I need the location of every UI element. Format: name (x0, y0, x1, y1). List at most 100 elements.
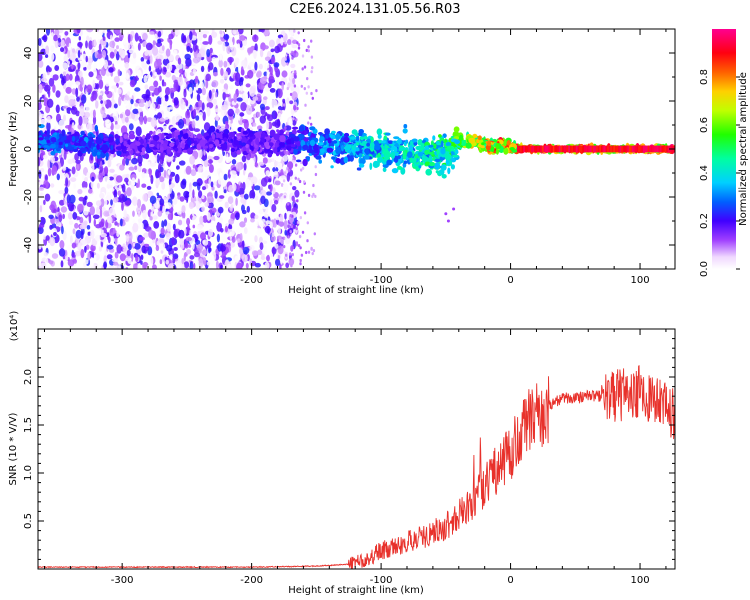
heat-cell (161, 181, 166, 190)
heat-cell (150, 162, 156, 167)
heat-cell (151, 96, 157, 101)
heat-cell (220, 264, 223, 269)
heat-cell (87, 165, 93, 172)
heat-cell (155, 245, 160, 252)
heat-cell (226, 252, 232, 257)
heat-cell (43, 252, 49, 257)
heat-cell (208, 178, 211, 186)
heat-cell (45, 45, 50, 55)
heat-cell (110, 199, 113, 206)
heat-cell (249, 244, 255, 251)
heat-cell (234, 255, 240, 263)
heat-cell (140, 254, 144, 261)
heat-cell (140, 260, 143, 265)
heat-cell (211, 57, 216, 62)
heat-cell (161, 45, 165, 51)
heat-cell (453, 126, 460, 133)
heat-cell (301, 54, 305, 58)
heat-cell (294, 70, 297, 74)
heat-cell (150, 256, 154, 266)
heat-cell (192, 224, 196, 229)
heat-cell (114, 29, 121, 34)
heat-cell (171, 74, 176, 81)
heat-cell (331, 156, 336, 160)
heat-cell (355, 142, 360, 146)
heat-cell (61, 77, 65, 86)
heat-cell (250, 176, 258, 185)
heat-cell (291, 56, 294, 60)
heat-cell (229, 241, 235, 248)
heat-cell (159, 205, 163, 211)
heat-cell (44, 258, 49, 266)
heat-cell (101, 49, 107, 59)
heat-cell (173, 228, 178, 239)
heat-cell (279, 263, 282, 269)
heat-cell (121, 183, 126, 193)
heat-cell (171, 131, 175, 139)
heat-cell (186, 248, 192, 255)
heat-cell (202, 186, 206, 191)
heat-cell (244, 227, 248, 235)
heat-cell (296, 41, 299, 45)
heat-cell (67, 50, 71, 58)
heat-cell (425, 168, 433, 176)
heat-cell (297, 43, 301, 47)
heat-cell (144, 153, 150, 160)
heat-cell (249, 198, 255, 203)
heat-cell (266, 69, 270, 79)
heat-cell (188, 244, 192, 248)
heat-cell (220, 126, 226, 131)
heat-cell (293, 29, 296, 33)
heat-cell (175, 61, 183, 71)
heat-cell (208, 89, 212, 99)
heat-cell (217, 206, 224, 214)
heat-cell (428, 151, 435, 155)
heat-cell (124, 42, 131, 50)
heat-cell (217, 177, 224, 185)
heat-cell (156, 129, 162, 134)
heat-cell (124, 61, 129, 69)
heat-cell (158, 163, 162, 173)
heat-cell (201, 195, 205, 200)
heat-cell (193, 252, 200, 258)
heat-cell (98, 43, 102, 52)
heat-cell (148, 85, 156, 91)
heat-cell (287, 39, 292, 45)
heat-cell (163, 219, 168, 227)
heat-cell (284, 229, 288, 236)
heat-cell (49, 224, 53, 230)
heat-cell (179, 196, 185, 202)
heat-cell (135, 141, 141, 146)
heat-cell (144, 51, 149, 56)
heat-cell (48, 52, 55, 62)
heat-cell (268, 178, 272, 183)
heat-cell (258, 63, 263, 70)
heat-cell (67, 131, 72, 135)
heat-cell (160, 249, 164, 254)
heat-cell (298, 125, 305, 132)
heat-cell (169, 87, 176, 93)
heat-cell (224, 201, 229, 209)
heat-cell (93, 184, 97, 189)
heat-cell (219, 195, 225, 199)
heat-cell (130, 149, 134, 155)
heat-cell (206, 102, 214, 109)
heat-cell (255, 29, 259, 34)
heat-cell (290, 220, 293, 224)
heat-cell (222, 88, 227, 93)
heat-cell (197, 166, 202, 173)
heat-cell (122, 35, 128, 46)
heat-cell (95, 167, 99, 176)
heat-cell (447, 167, 451, 175)
heat-cell (142, 32, 148, 41)
heat-cell (287, 82, 291, 89)
heat-cell (63, 55, 69, 63)
heat-cell (132, 222, 139, 233)
heat-cell (252, 122, 257, 127)
heat-cell (259, 115, 266, 124)
heat-cell (306, 221, 309, 225)
heat-cell (61, 62, 68, 70)
heat-cell (54, 29, 60, 37)
heat-cell (228, 157, 232, 162)
heat-cell (264, 106, 270, 111)
